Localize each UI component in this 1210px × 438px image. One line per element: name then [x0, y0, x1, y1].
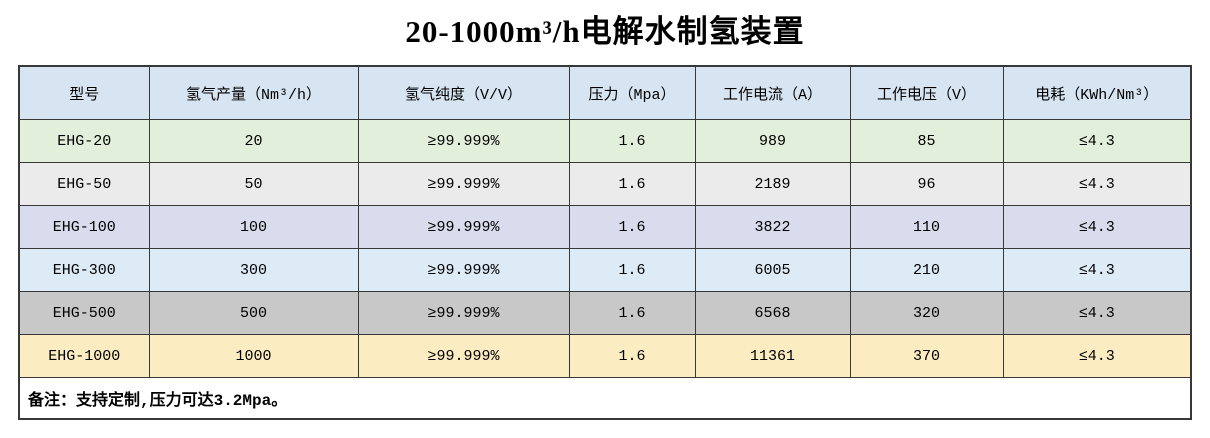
table-cell: 11361: [694, 334, 851, 378]
table-cell: 100: [148, 205, 359, 249]
table-cell: ≤4.3: [1002, 291, 1192, 335]
spec-table: 型号 氢气产量（Nm³/h） 氢气纯度（V/V） 压力（Mpa） 工作电流（A） 工作电压…: [18, 65, 1192, 420]
column-header-1: 氢气产量（Nm³/h）: [148, 65, 359, 120]
model-cell: EHG-100: [18, 205, 150, 249]
table-cell: ≥99.999%: [357, 248, 570, 292]
table-cell: 20: [148, 119, 359, 163]
page-title: 20-1000m³/h电解水制氢装置: [405, 14, 805, 49]
model-cell: EHG-500: [18, 291, 150, 335]
hydrogen-equipment-spec-sheet: 20-1000m³/h电解水制氢装置 型号 氢气产量（Nm³/h） 氢气纯度（V/V…: [18, 14, 1192, 420]
table-cell: 1.6: [568, 334, 696, 378]
table-row-ehg-1000: EHG-1000 1000 ≥99.999% 1.6 11361 370 ≤4.3: [18, 334, 1192, 378]
table-cell: 370: [849, 334, 1004, 378]
table-body: EHG-20 20 ≥99.999% 1.6 989 85 ≤4.3 EHG-50 50 ≥99.…: [18, 119, 1192, 378]
table-cell: 1.6: [568, 248, 696, 292]
column-header-0: 型号: [18, 65, 150, 120]
table-cell: 300: [148, 248, 359, 292]
table-cell: 1.6: [568, 291, 696, 335]
table-cell: 3822: [694, 205, 851, 249]
model-cell: EHG-300: [18, 248, 150, 292]
table-cell: ≥99.999%: [357, 291, 570, 335]
header-row: 型号 氢气产量（Nm³/h） 氢气纯度（V/V） 压力（Mpa） 工作电流（A） 工作电压…: [18, 65, 1192, 120]
table-cell: ≥99.999%: [357, 119, 570, 163]
note-row: 备注：支持定制,压力可达3.2Mpa。: [18, 377, 1192, 420]
table-row-ehg-100: EHG-100 100 ≥99.999% 1.6 3822 110 ≤4.3: [18, 205, 1192, 249]
table-cell: 2189: [694, 162, 851, 206]
table-cell: 50: [148, 162, 359, 206]
table-row-ehg-300: EHG-300 300 ≥99.999% 1.6 6005 210 ≤4.3: [18, 248, 1192, 292]
table-cell: 96: [849, 162, 1004, 206]
table-cell: 110: [849, 205, 1004, 249]
table-cell: ≤4.3: [1002, 205, 1192, 249]
table-cell: ≥99.999%: [357, 162, 570, 206]
table-cell: ≤4.3: [1002, 248, 1192, 292]
table-cell: 500: [148, 291, 359, 335]
table-cell: 210: [849, 248, 1004, 292]
table-cell: ≥99.999%: [357, 205, 570, 249]
column-header-2: 氢气纯度（V/V）: [357, 65, 570, 120]
column-header-5: 工作电压（V）: [849, 65, 1004, 120]
note-text: 备注：支持定制,压力可达3.2Mpa。: [18, 377, 1192, 420]
table-cell: 1.6: [568, 162, 696, 206]
table-cell: ≥99.999%: [357, 334, 570, 378]
table-cell: 1.6: [568, 119, 696, 163]
table-row-ehg-20: EHG-20 20 ≥99.999% 1.6 989 85 ≤4.3: [18, 119, 1192, 163]
table-row-ehg-50: EHG-50 50 ≥99.999% 1.6 2189 96 ≤4.3: [18, 162, 1192, 206]
model-cell: EHG-50: [18, 162, 150, 206]
table-cell: 989: [694, 119, 851, 163]
column-header-4: 工作电流（A）: [694, 65, 851, 120]
table-cell: 320: [849, 291, 1004, 335]
model-cell: EHG-1000: [18, 334, 150, 378]
table-cell: ≤4.3: [1002, 162, 1192, 206]
table-cell: 85: [849, 119, 1004, 163]
column-header-6: 电耗（KWh/Nm³）: [1002, 65, 1192, 120]
table-cell: 1.6: [568, 205, 696, 249]
model-cell: EHG-20: [18, 119, 150, 163]
table-cell: 6568: [694, 291, 851, 335]
table-cell: 6005: [694, 248, 851, 292]
table-cell: ≤4.3: [1002, 119, 1192, 163]
table-cell: ≤4.3: [1002, 334, 1192, 378]
table-row-ehg-500: EHG-500 500 ≥99.999% 1.6 6568 320 ≤4.3: [18, 291, 1192, 335]
column-header-3: 压力（Mpa）: [568, 65, 696, 120]
table-cell: 1000: [148, 334, 359, 378]
